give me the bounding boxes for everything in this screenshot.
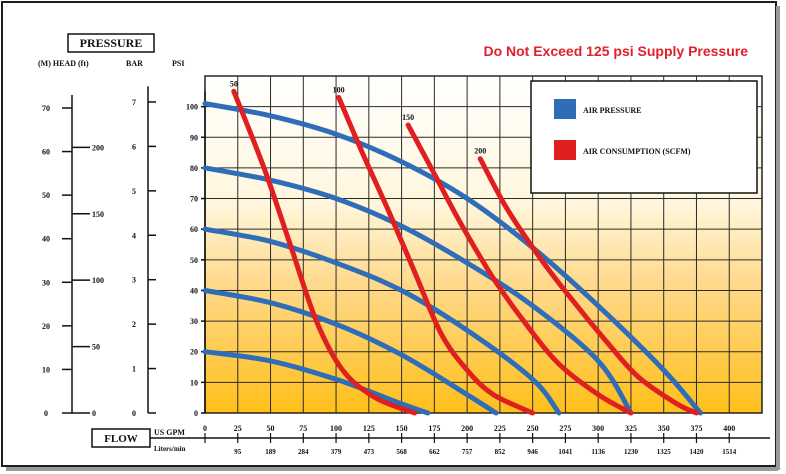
x-tick-label-gpm: 100 bbox=[330, 424, 342, 433]
head-feet-tick-label: 200 bbox=[92, 143, 104, 152]
psi-tick-label: 100 bbox=[186, 103, 198, 112]
x-tick-label-lpm: 852 bbox=[495, 448, 506, 456]
head-feet-tick-label: 0 bbox=[92, 409, 96, 418]
air-consumption-label-100: 100 bbox=[333, 85, 345, 94]
x-tick-label-gpm: 300 bbox=[592, 424, 604, 433]
legend-swatch-air-pressure bbox=[554, 99, 576, 119]
psi-tick-label: 40 bbox=[190, 286, 198, 295]
x-tick-label-gpm: 0 bbox=[203, 424, 207, 433]
air-pressure-curve-40 bbox=[202, 288, 499, 416]
bar-tick-label: 7 bbox=[132, 98, 136, 107]
x-tick-label-gpm: 325 bbox=[625, 424, 637, 433]
x-tick-label-lpm: 473 bbox=[364, 448, 375, 456]
x-axis-lpm-label: Liters/min bbox=[154, 445, 186, 453]
x-tick-label-lpm: 1230 bbox=[624, 448, 639, 456]
x-tick-label-lpm: 568 bbox=[396, 448, 407, 456]
curves bbox=[202, 88, 703, 416]
psi-tick-label: 90 bbox=[190, 133, 198, 142]
bar-tick-label: 5 bbox=[132, 187, 136, 196]
pressure-scales: 0102030405060708090100012345670102030405… bbox=[42, 86, 206, 418]
x-tick-label-lpm: 662 bbox=[429, 448, 440, 456]
x-tick-label-gpm: 275 bbox=[559, 424, 571, 433]
head-feet-tick-label: 150 bbox=[92, 210, 104, 219]
psi-tick-label: 80 bbox=[190, 164, 198, 173]
psi-tick-label: 50 bbox=[190, 256, 198, 265]
bar-axis-label: BAR bbox=[126, 59, 143, 68]
air-consumption-label-200: 200 bbox=[474, 147, 486, 156]
x-tick-label-gpm: 350 bbox=[658, 424, 670, 433]
curve-labels: 50 100 150 200 bbox=[230, 79, 486, 155]
x-tick-label-gpm: 375 bbox=[690, 424, 702, 433]
air-pressure-curve-100 bbox=[202, 101, 703, 416]
x-tick-label-lpm: 1514 bbox=[722, 448, 737, 456]
air-pressure-curve-80 bbox=[202, 165, 634, 416]
head-meters-tick-label: 40 bbox=[42, 235, 50, 244]
x-axis-gpm-label: US GPM bbox=[154, 428, 185, 437]
psi-tick-label: 60 bbox=[190, 225, 198, 234]
bar-tick-label: 0 bbox=[132, 409, 136, 418]
head-meters-tick-label: 0 bbox=[44, 409, 48, 418]
head-meters-tick-label: 10 bbox=[42, 365, 50, 374]
x-tick-label-gpm: 200 bbox=[461, 424, 473, 433]
bar-tick-label: 1 bbox=[132, 365, 136, 374]
x-tick-label-lpm: 1325 bbox=[657, 448, 672, 456]
bar-tick-label: 2 bbox=[132, 320, 136, 329]
air-consumption-label-150: 150 bbox=[402, 113, 414, 122]
x-tick-label-gpm: 25 bbox=[234, 424, 242, 433]
legend-swatch-air-consumption bbox=[554, 140, 576, 160]
legend-label-air-pressure: AIR PRESSURE bbox=[583, 106, 641, 115]
pressure-label: PRESSURE bbox=[80, 36, 143, 50]
psi-tick-label: 70 bbox=[190, 195, 198, 204]
x-tick-label-lpm: 1420 bbox=[689, 448, 704, 456]
air-consumption-curve-50 bbox=[231, 88, 418, 416]
x-tick-label-gpm: 175 bbox=[428, 424, 440, 433]
head-meters-tick-label: 50 bbox=[42, 191, 50, 200]
x-tick-label-lpm: 189 bbox=[265, 448, 276, 456]
x-tick-label-lpm: 946 bbox=[527, 448, 538, 456]
pressure-label-box bbox=[67, 33, 155, 53]
x-tick-label-gpm: 50 bbox=[267, 424, 275, 433]
air-pressure-curve-60 bbox=[202, 226, 562, 416]
air-consumption-label-50: 50 bbox=[230, 79, 238, 88]
psi-tick-label: 0 bbox=[194, 409, 198, 418]
air-consumption-curve-200 bbox=[477, 156, 699, 416]
bar-tick-label: 4 bbox=[132, 231, 136, 240]
head-feet-tick-label: 50 bbox=[92, 343, 100, 352]
head-meters-tick-label: 70 bbox=[42, 104, 50, 113]
psi-tick-label: 20 bbox=[190, 348, 198, 357]
head-meters-tick-label: 30 bbox=[42, 278, 50, 287]
x-tick-label-gpm: 400 bbox=[723, 424, 735, 433]
x-tick-label-gpm: 125 bbox=[363, 424, 375, 433]
chart-title: Do Not Exceed 125 psi Supply Pressure bbox=[483, 43, 748, 59]
x-tick-label-gpm: 225 bbox=[494, 424, 506, 433]
x-tick-label-gpm: 75 bbox=[299, 424, 307, 433]
x-axis-ticks: 0 25 50 75 100 125 150 175 200 225 250 275 300 325 350… bbox=[203, 424, 737, 456]
x-tick-label-gpm: 250 bbox=[527, 424, 539, 433]
psi-tick-label: 10 bbox=[190, 378, 198, 387]
x-tick-label-lpm: 95 bbox=[234, 448, 242, 456]
air-consumption-curve-150 bbox=[405, 122, 634, 416]
x-tick-label-lpm: 284 bbox=[298, 448, 309, 456]
air-pressure-curve-20 bbox=[202, 349, 431, 416]
head-axis-label: (M) HEAD (ft) bbox=[38, 59, 89, 68]
head-meters-tick-label: 20 bbox=[42, 322, 50, 331]
legend-box bbox=[530, 80, 758, 194]
x-tick-label-lpm: 379 bbox=[331, 448, 342, 456]
legend-label-air-consumption: AIR CONSUMPTION (SCFM) bbox=[583, 147, 691, 156]
psi-axis-label: PSI bbox=[172, 59, 184, 68]
x-tick-label-lpm: 1136 bbox=[591, 448, 605, 456]
bar-tick-label: 6 bbox=[132, 142, 136, 151]
psi-tick-label: 30 bbox=[190, 317, 198, 326]
head-meters-tick-label: 60 bbox=[42, 148, 50, 157]
flow-label: FLOW bbox=[104, 433, 138, 445]
x-tick-label-gpm: 150 bbox=[396, 424, 408, 433]
head-feet-tick-label: 100 bbox=[92, 276, 104, 285]
x-tick-label-lpm: 1041 bbox=[558, 448, 573, 456]
air-consumption-curve-100 bbox=[336, 94, 536, 416]
legend: AIR PRESSURE AIR CONSUMPTION (SCFM) bbox=[530, 80, 758, 194]
bar-tick-label: 3 bbox=[132, 276, 136, 285]
x-tick-label-lpm: 757 bbox=[462, 448, 473, 456]
